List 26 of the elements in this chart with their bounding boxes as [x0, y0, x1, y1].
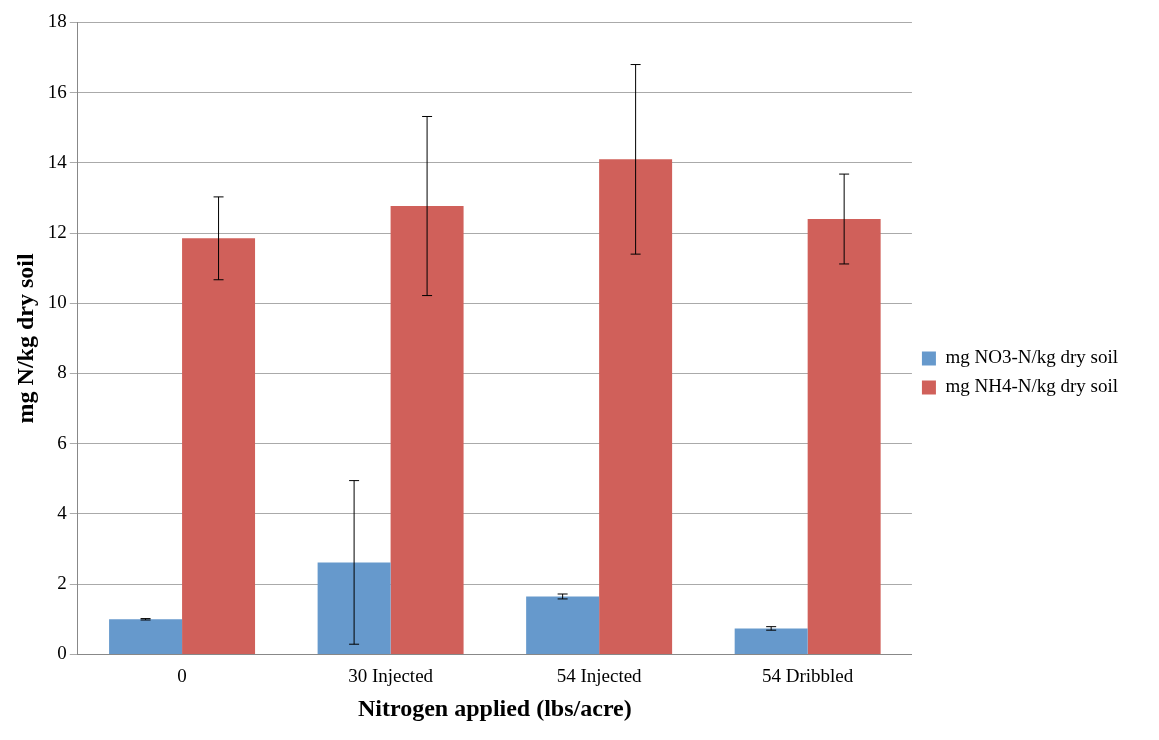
x-tick-label: 54 Dribbled — [762, 664, 854, 686]
y-tick-label: 4 — [57, 501, 68, 523]
x-axis-title: Nitrogen applied (lbs/acre) — [357, 694, 632, 721]
y-tick-label: 2 — [57, 572, 67, 594]
y-tick-label: 14 — [47, 150, 68, 172]
x-tick-label: 30 Injected — [348, 664, 434, 686]
bar — [109, 619, 183, 654]
bar — [182, 238, 256, 654]
y-tick-label: 0 — [57, 642, 67, 664]
bar — [599, 159, 673, 654]
bar — [317, 562, 391, 654]
y-tick-label: 18 — [47, 10, 67, 32]
x-tick-label: 0 — [177, 664, 187, 686]
y-axis-title: mg N/kg dry soil — [11, 253, 38, 424]
y-tick-label: 16 — [47, 80, 67, 102]
bar — [526, 596, 600, 654]
y-tick-label: 8 — [57, 361, 67, 383]
y-tick-label: 10 — [47, 291, 67, 313]
bar — [807, 219, 881, 654]
legend-label: mg NH4-N/kg dry soil — [945, 375, 1118, 397]
y-tick-label: 12 — [47, 221, 67, 243]
bar — [390, 206, 464, 654]
legend-label: mg NO3-N/kg dry soil — [945, 346, 1118, 368]
bar — [734, 628, 808, 654]
x-tick-label: 54 Injected — [556, 664, 643, 686]
y-tick-label: 6 — [57, 431, 67, 453]
